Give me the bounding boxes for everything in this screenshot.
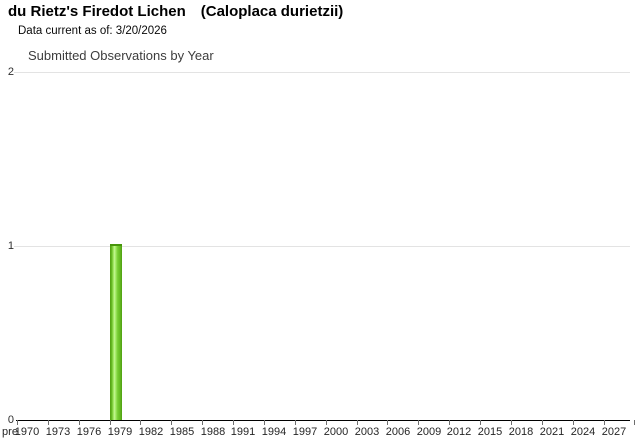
x-axis-tick xyxy=(357,420,358,425)
x-axis-label-2021: 2021 xyxy=(539,426,565,438)
x-axis-tick xyxy=(295,420,296,425)
x-axis-tick xyxy=(449,420,450,425)
x-axis-tick xyxy=(542,420,543,425)
x-axis-tick xyxy=(233,420,234,425)
x-axis-tick xyxy=(48,420,49,425)
x-axis-tick xyxy=(604,420,605,425)
x-axis-label-2006: 2006 xyxy=(385,426,411,438)
x-axis-label-1979: 1979 xyxy=(107,426,133,438)
x-axis-label-2018: 2018 xyxy=(508,426,534,438)
x-axis-label-1988: 1988 xyxy=(200,426,226,438)
x-axis-label-2012: 2012 xyxy=(446,426,472,438)
x-axis-label-1997: 1997 xyxy=(292,426,318,438)
chart-title: Submitted Observations by Year xyxy=(28,48,214,63)
x-axis-label-2000: 2000 xyxy=(323,426,349,438)
x-axis-tick xyxy=(140,420,141,425)
x-axis-tick xyxy=(480,420,481,425)
gridline-y-1 xyxy=(14,246,630,247)
x-axis-tick xyxy=(326,420,327,425)
y-axis-label-1: 1 xyxy=(7,240,14,252)
y-axis-label-0: 0 xyxy=(7,414,14,426)
x-axis-tick xyxy=(79,420,80,425)
x-axis-tick xyxy=(573,420,574,425)
x-axis-label-1985: 1985 xyxy=(169,426,195,438)
data-current-note: Data current as of: 3/20/2026 xyxy=(18,25,167,37)
x-axis-label-1976: 1976 xyxy=(76,426,102,438)
x-axis-label-2015: 2015 xyxy=(477,426,503,438)
x-axis-label-2003: 2003 xyxy=(354,426,380,438)
x-axis-tick xyxy=(511,420,512,425)
x-axis-label-1982: 1982 xyxy=(138,426,164,438)
x-axis-line xyxy=(16,420,630,421)
x-axis-tick xyxy=(387,420,388,425)
observation-bar-1979 xyxy=(110,244,122,420)
x-axis-label-1991: 1991 xyxy=(230,426,256,438)
gridline-y-2 xyxy=(14,72,630,73)
x-axis-tick xyxy=(264,420,265,425)
y-axis-label-2: 2 xyxy=(7,66,14,78)
x-axis-label-1973: 1973 xyxy=(45,426,71,438)
page-title: du Rietz's Firedot Lichen (Caloplaca duri… xyxy=(8,3,343,20)
species-scientific-name: (Caloplaca durietzii) xyxy=(200,3,344,20)
x-axis-tick xyxy=(202,420,203,425)
x-axis-tick xyxy=(171,420,172,425)
x-axis-label-2027: 2027 xyxy=(601,426,627,438)
x-axis-tick xyxy=(17,420,18,425)
x-axis-tick xyxy=(110,420,111,425)
x-axis-label-2024: 2024 xyxy=(570,426,596,438)
x-axis-label-1970: 1970 xyxy=(14,426,40,438)
x-axis-label-2009: 2009 xyxy=(416,426,442,438)
x-axis-tick xyxy=(634,420,635,425)
species-common-name: du Rietz's Firedot Lichen xyxy=(8,3,186,20)
x-axis-label-pre: pre xyxy=(2,426,18,438)
x-axis-tick xyxy=(418,420,419,425)
x-axis-label-1994: 1994 xyxy=(261,426,287,438)
